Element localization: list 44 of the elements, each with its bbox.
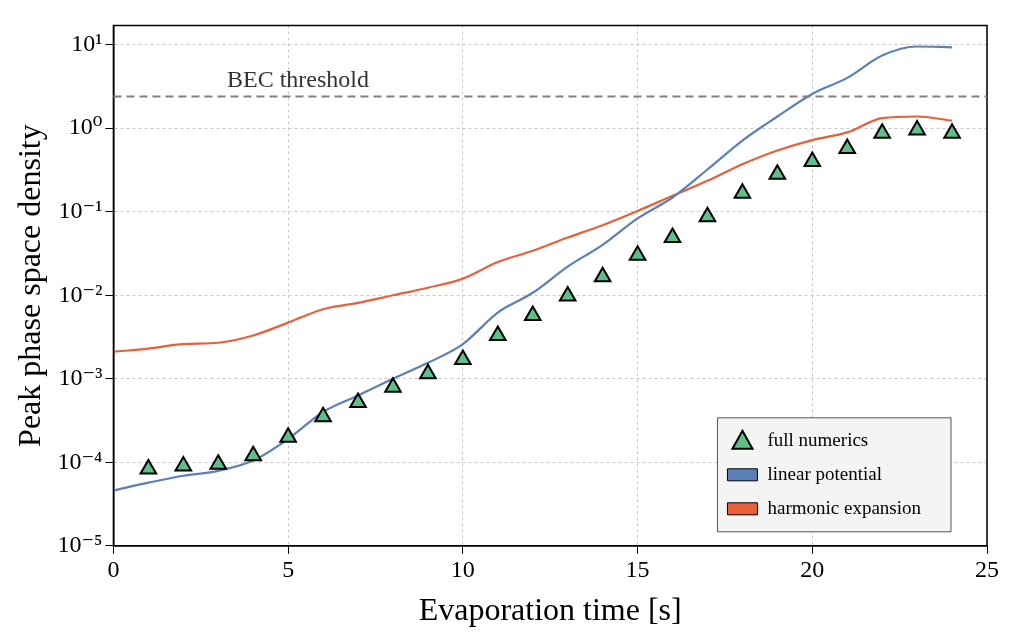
y-tick-label: 10⁻⁴ — [57, 447, 103, 474]
point — [943, 123, 961, 139]
y-tick-label: 10⁻³ — [58, 364, 103, 391]
y-tick-label: 10⁻¹ — [58, 197, 103, 223]
point — [279, 427, 297, 443]
point — [698, 206, 717, 223]
point — [454, 349, 472, 365]
x-tick-label: 5 — [282, 556, 295, 583]
y-axis-title: Peak phase space density — [10, 124, 47, 447]
point — [384, 377, 402, 393]
point — [873, 123, 891, 139]
x-tick-label: 15 — [625, 556, 650, 583]
point — [803, 151, 822, 167]
point — [908, 120, 926, 136]
legend-label: linear potential — [767, 462, 882, 484]
point — [244, 445, 262, 462]
point — [314, 406, 332, 423]
x-tick-label: 0 — [107, 556, 120, 583]
point — [628, 245, 647, 261]
x-tick-label: 25 — [975, 556, 999, 583]
point — [174, 456, 193, 472]
y-tick-label: 10⁻² — [58, 280, 103, 307]
point — [733, 183, 752, 199]
point — [489, 325, 507, 341]
y-tick-label: 10⁰ — [68, 113, 103, 140]
x-tick-label: 20 — [800, 556, 825, 583]
point — [663, 227, 682, 244]
point — [593, 266, 612, 283]
y-tick-label: 10¹ — [71, 29, 103, 56]
point — [523, 305, 542, 322]
line-series — [113, 45, 954, 492]
ref-line-label: BEC threshold — [227, 65, 369, 92]
point — [209, 454, 228, 470]
point — [349, 392, 367, 408]
legend-label: full numerics — [767, 428, 869, 450]
point — [139, 459, 158, 475]
point — [419, 363, 437, 380]
x-tick-label: 10 — [450, 556, 475, 583]
point — [768, 164, 787, 180]
x-axis-title: Evaporation time [s] — [418, 591, 682, 628]
point — [838, 138, 857, 155]
point — [558, 285, 577, 302]
y-tick-label: 10⁻⁵ — [57, 531, 103, 558]
legend-label: harmonic expansion — [767, 496, 922, 518]
